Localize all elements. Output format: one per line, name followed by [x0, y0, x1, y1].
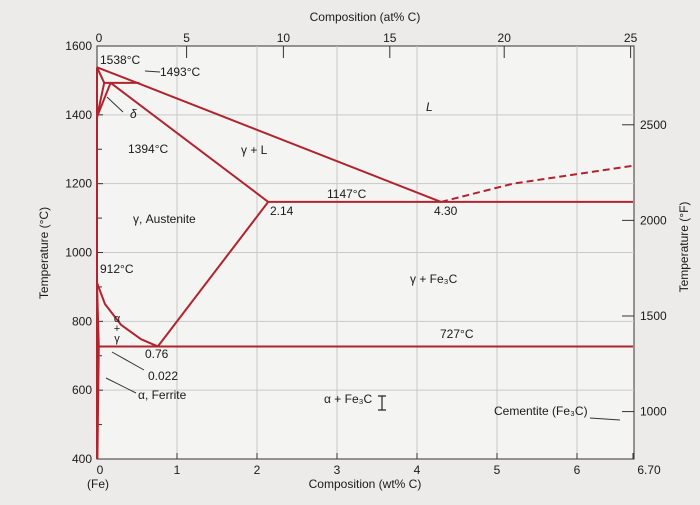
label-0-022: 0.022	[148, 369, 178, 383]
tick-label-at: 15	[383, 31, 397, 45]
tick-label-celsius: 1000	[65, 246, 92, 260]
leader-delta	[106, 96, 124, 113]
tick-label-celsius: 400	[72, 452, 92, 466]
axis-titles: Composition (at% C) Composition (wt% C) Te…	[37, 10, 691, 491]
leader-0022	[111, 351, 145, 371]
label-0-76: 0.76	[145, 347, 169, 361]
label-austenite: γ, Austenite	[133, 212, 196, 226]
tick-label-celsius: 800	[72, 314, 92, 328]
label-delta: δ	[130, 107, 137, 121]
austenite-solidus	[109, 82, 269, 203]
tick-label-at: 25	[624, 31, 638, 45]
left-axis-title: Temperature (°C)	[37, 207, 51, 299]
tick-label-fahrenheit: 2000	[640, 213, 667, 227]
label-1147c: 1147°C	[327, 187, 367, 201]
label-gamma-liquid: γ + L	[241, 143, 268, 157]
tick-labels: 0 1 2 3 4 5 6 6.70(Fe)0 5 10 15 20 25160014001200100…	[65, 31, 667, 491]
tick-label-fahrenheit: 1000	[640, 405, 667, 419]
leader-ferrite	[105, 377, 137, 394]
a3-line	[96, 282, 159, 348]
tick-label-celsius: 600	[72, 383, 92, 397]
right-axis-title: Temperature (°F)	[677, 202, 691, 293]
tick-label-at: 10	[277, 31, 291, 45]
acm-line	[157, 201, 269, 348]
label-alpha-gamma-2: γ	[114, 333, 120, 345]
label-4-30: 4.30	[434, 204, 458, 218]
label-912c: 912°C	[100, 262, 134, 276]
tick-label-at: 5	[183, 31, 190, 45]
phase-boundary-lines	[96, 66, 634, 460]
tick-label-celsius: 1600	[65, 39, 92, 53]
bottom-axis-title: Composition (wt% C)	[309, 477, 422, 491]
cursor-marker-icon	[378, 395, 386, 411]
leader-1493c	[144, 70, 161, 73]
tick-label-wt: 5	[494, 463, 501, 477]
delta-solidus	[96, 66, 106, 84]
tick-label-fahrenheit: 2500	[640, 118, 667, 132]
tick-label-wt: 2	[254, 463, 261, 477]
delta-austenite-boundary	[96, 82, 112, 118]
tick-label-wt: 4	[414, 463, 421, 477]
tick-label-wt: 0	[97, 463, 104, 477]
label-cementite: Cementite (Fe₃C)	[494, 404, 588, 418]
label-1394c: 1394°C	[128, 142, 168, 156]
label-alpha-gamma-0: α	[114, 313, 121, 325]
label-727c: 727°C	[440, 327, 474, 341]
annotations: 1538°C 1493°C δ L 1394°C γ + L 1147°C 2.14 4.30 γ…	[100, 53, 621, 421]
label-1493c: 1493°C	[160, 65, 200, 79]
tick-label-celsius: 1200	[65, 177, 92, 191]
grid-lines	[97, 46, 634, 459]
label-alpha-cementite: α + Fe₃C	[324, 392, 373, 406]
tick-label-wt: 3	[334, 463, 341, 477]
label-liquid: L	[426, 100, 433, 114]
label-2-14: 2.14	[270, 204, 294, 218]
label-ferrite: α, Ferrite	[138, 388, 187, 402]
tick-label-at: 20	[498, 31, 512, 45]
tick-label-wt: 1	[174, 463, 181, 477]
tick-label-wt: 6.70	[637, 463, 661, 477]
label-alpha-gamma-1: +	[114, 323, 120, 335]
label-gamma-cementite: γ + Fe₃C	[410, 272, 458, 286]
fe-label: (Fe)	[87, 477, 109, 491]
label-1538c: 1538°C	[100, 53, 140, 67]
liquidus-line-cementite	[440, 164, 634, 203]
tick-label-wt: 6	[574, 463, 581, 477]
tick-label-fahrenheit: 1500	[640, 309, 667, 323]
top-axis-title: Composition (at% C)	[310, 10, 421, 24]
tick-label-celsius: 1400	[65, 108, 92, 122]
leader-cementite	[589, 417, 621, 421]
tick-label-at: 0	[96, 31, 103, 45]
